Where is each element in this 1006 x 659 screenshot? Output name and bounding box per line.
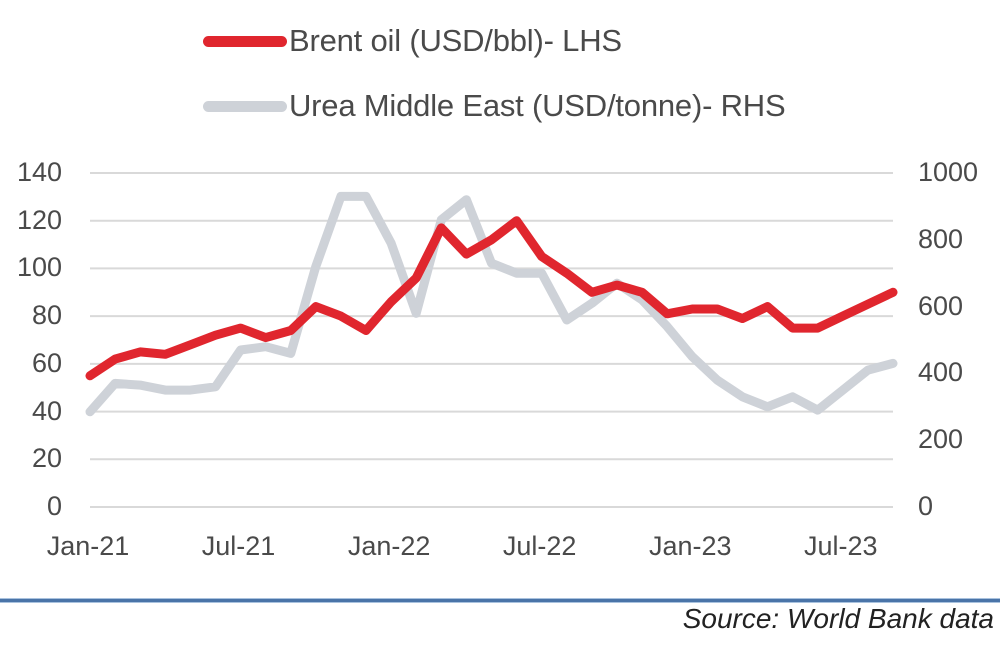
gridlines [90,172,893,508]
legend-label-brent: Brent oil (USD/bbl)- LHS [289,23,622,58]
legend: Brent oil (USD/bbl)- LHS Urea Middle Eas… [203,20,786,150]
legend-label-urea: Urea Middle East (USD/tonne)- RHS [289,88,786,123]
legend-swatch-brent [203,35,287,47]
legend-item-brent: Brent oil (USD/bbl)- LHS [203,20,785,62]
legend-swatch-urea [203,100,287,112]
brent-series-line [85,216,898,381]
x-tick-label: Jul-22 [502,531,577,561]
left-tick-label: 60 [31,347,62,378]
left-tick-label: 40 [31,395,62,426]
urea-series-line [85,191,898,417]
right-tick-label: 400 [918,357,964,388]
left-tick-label: 140 [16,157,62,187]
x-tick-label: Jan-21 [46,531,130,561]
left-tick-label: 120 [16,204,62,235]
x-tick-label: Jan-22 [347,531,431,561]
right-tick-label: 1000 [918,157,979,187]
right-tick-label: 0 [918,491,934,521]
x-tick-label: Jul-21 [201,531,276,561]
left-tick-label: 80 [31,300,62,331]
right-tick-label: 600 [918,290,964,321]
legend-item-urea: Urea Middle East (USD/tonne)- RHS [203,85,786,127]
right-tick-label: 200 [918,424,964,455]
source-note: Source: World Bank data [682,603,994,634]
left-tick-label: 20 [31,443,62,474]
left-tick-label: 100 [16,252,62,283]
x-tick-label: Jul-23 [804,531,878,561]
source-divider [0,598,1000,603]
left-tick-label: 0 [46,491,62,521]
right-tick-label: 800 [918,223,964,254]
x-tick-label: Jan-23 [648,531,732,561]
